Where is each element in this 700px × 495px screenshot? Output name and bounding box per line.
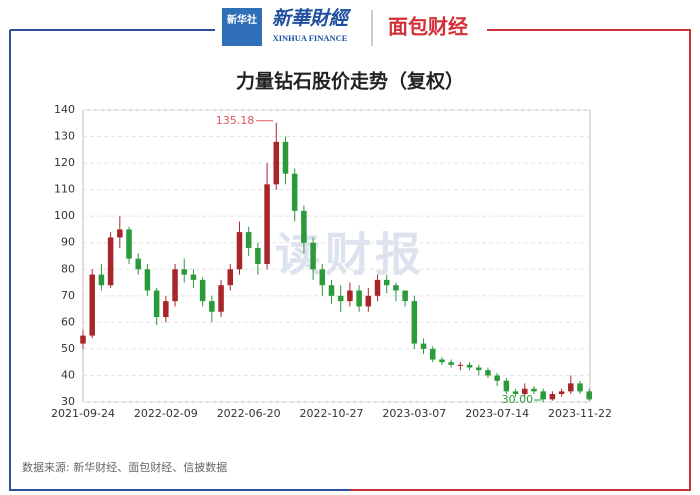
y-tick-label: 80 bbox=[61, 262, 75, 275]
y-tick-label: 120 bbox=[54, 156, 75, 169]
x-tick-label: 2023-03-07 bbox=[382, 407, 446, 420]
candle-body bbox=[531, 388, 537, 392]
candle-body bbox=[301, 210, 307, 243]
candle-body bbox=[411, 301, 418, 344]
candle-body bbox=[429, 348, 436, 360]
y-tick-label: 50 bbox=[61, 342, 75, 355]
candle-body bbox=[319, 269, 326, 286]
y-tick-label: 140 bbox=[54, 103, 75, 116]
candle-body bbox=[117, 229, 123, 238]
candle-body bbox=[494, 375, 500, 381]
candle-body bbox=[448, 362, 454, 365]
candle-body bbox=[236, 232, 243, 270]
candle-body bbox=[199, 279, 206, 302]
candle-body bbox=[347, 290, 353, 302]
brand: 新華財經 bbox=[272, 7, 352, 29]
candle-body bbox=[577, 383, 583, 392]
brand-en: XINHUA FINANCE bbox=[273, 33, 348, 43]
x-tick-label: 2023-11-22 bbox=[548, 407, 612, 420]
candle-body bbox=[374, 279, 381, 296]
candle-body bbox=[80, 335, 86, 344]
x-tick-label: 2021-09-24 bbox=[51, 407, 115, 420]
candle-body bbox=[107, 237, 114, 286]
candle-body bbox=[98, 274, 105, 286]
y-tick-label: 30 bbox=[61, 395, 75, 408]
max-label: 135.18 bbox=[216, 114, 255, 127]
candle-body bbox=[282, 141, 289, 174]
frame bbox=[9, 29, 691, 491]
candle-body bbox=[153, 290, 160, 318]
watermark: 读财报 bbox=[275, 228, 425, 282]
y-tick-label: 60 bbox=[61, 315, 75, 328]
candle-body bbox=[190, 274, 197, 280]
candle-body bbox=[218, 285, 224, 312]
x-tick-label: 2022-10-27 bbox=[300, 407, 364, 420]
partner: 面包财经 bbox=[388, 15, 468, 39]
x-tick-label: 2022-02-09 bbox=[134, 407, 198, 420]
y-tick-label: 90 bbox=[61, 236, 75, 249]
candle-body bbox=[356, 290, 362, 307]
candle-body bbox=[466, 364, 473, 368]
candle-body bbox=[227, 269, 234, 286]
y-tick-label: 40 bbox=[61, 368, 75, 381]
x-tick-label: 2022-06-20 bbox=[217, 407, 281, 420]
candle-body bbox=[245, 232, 252, 249]
header: 新华社 新華財經 XINHUA FINANCE 面包财经 bbox=[222, 7, 468, 46]
chart-title: 力量钻石股价走势（复权） bbox=[236, 70, 464, 93]
candle-body bbox=[439, 359, 445, 363]
candle-body bbox=[402, 290, 408, 302]
candle-body bbox=[163, 301, 169, 318]
candle-body bbox=[540, 391, 546, 400]
y-tick-label: 70 bbox=[61, 289, 75, 302]
logo-text: 新华社 bbox=[227, 13, 257, 26]
candle-body bbox=[586, 391, 592, 400]
candle-body bbox=[457, 364, 464, 366]
candle-body bbox=[568, 383, 574, 392]
candle-body bbox=[181, 269, 188, 275]
y-tick-label: 130 bbox=[54, 130, 75, 143]
candle-body bbox=[209, 301, 215, 312]
candle-body bbox=[172, 269, 178, 302]
candle-body bbox=[393, 285, 399, 291]
candle-body bbox=[273, 141, 280, 185]
candle-body bbox=[512, 391, 519, 395]
candle-body bbox=[126, 229, 132, 259]
candle-body bbox=[549, 394, 556, 400]
candle-body bbox=[310, 242, 316, 270]
candle-body bbox=[144, 269, 151, 291]
candle-body bbox=[291, 173, 298, 211]
logo-box bbox=[222, 8, 262, 46]
candle-body bbox=[255, 248, 261, 264]
candle-body bbox=[135, 258, 141, 270]
candle-body bbox=[89, 274, 95, 336]
candle-body bbox=[558, 391, 565, 395]
candle-body bbox=[328, 285, 335, 296]
x-tick-label: 2023-07-14 bbox=[465, 407, 529, 420]
candle-body bbox=[383, 279, 390, 286]
candle-body bbox=[485, 370, 491, 376]
y-tick-label: 100 bbox=[54, 209, 75, 222]
source: 数据来源: 新华财经、面包财经、信披数据 bbox=[22, 460, 227, 474]
candle-body bbox=[503, 380, 510, 392]
candle-body bbox=[420, 343, 427, 349]
y-tick-label: 110 bbox=[54, 183, 75, 196]
candle-body bbox=[522, 388, 528, 395]
min-label: 30.00 bbox=[502, 393, 534, 406]
candle-body bbox=[365, 295, 372, 307]
candle-body bbox=[264, 184, 270, 264]
candle-body bbox=[337, 295, 344, 302]
candle-body bbox=[475, 367, 482, 371]
